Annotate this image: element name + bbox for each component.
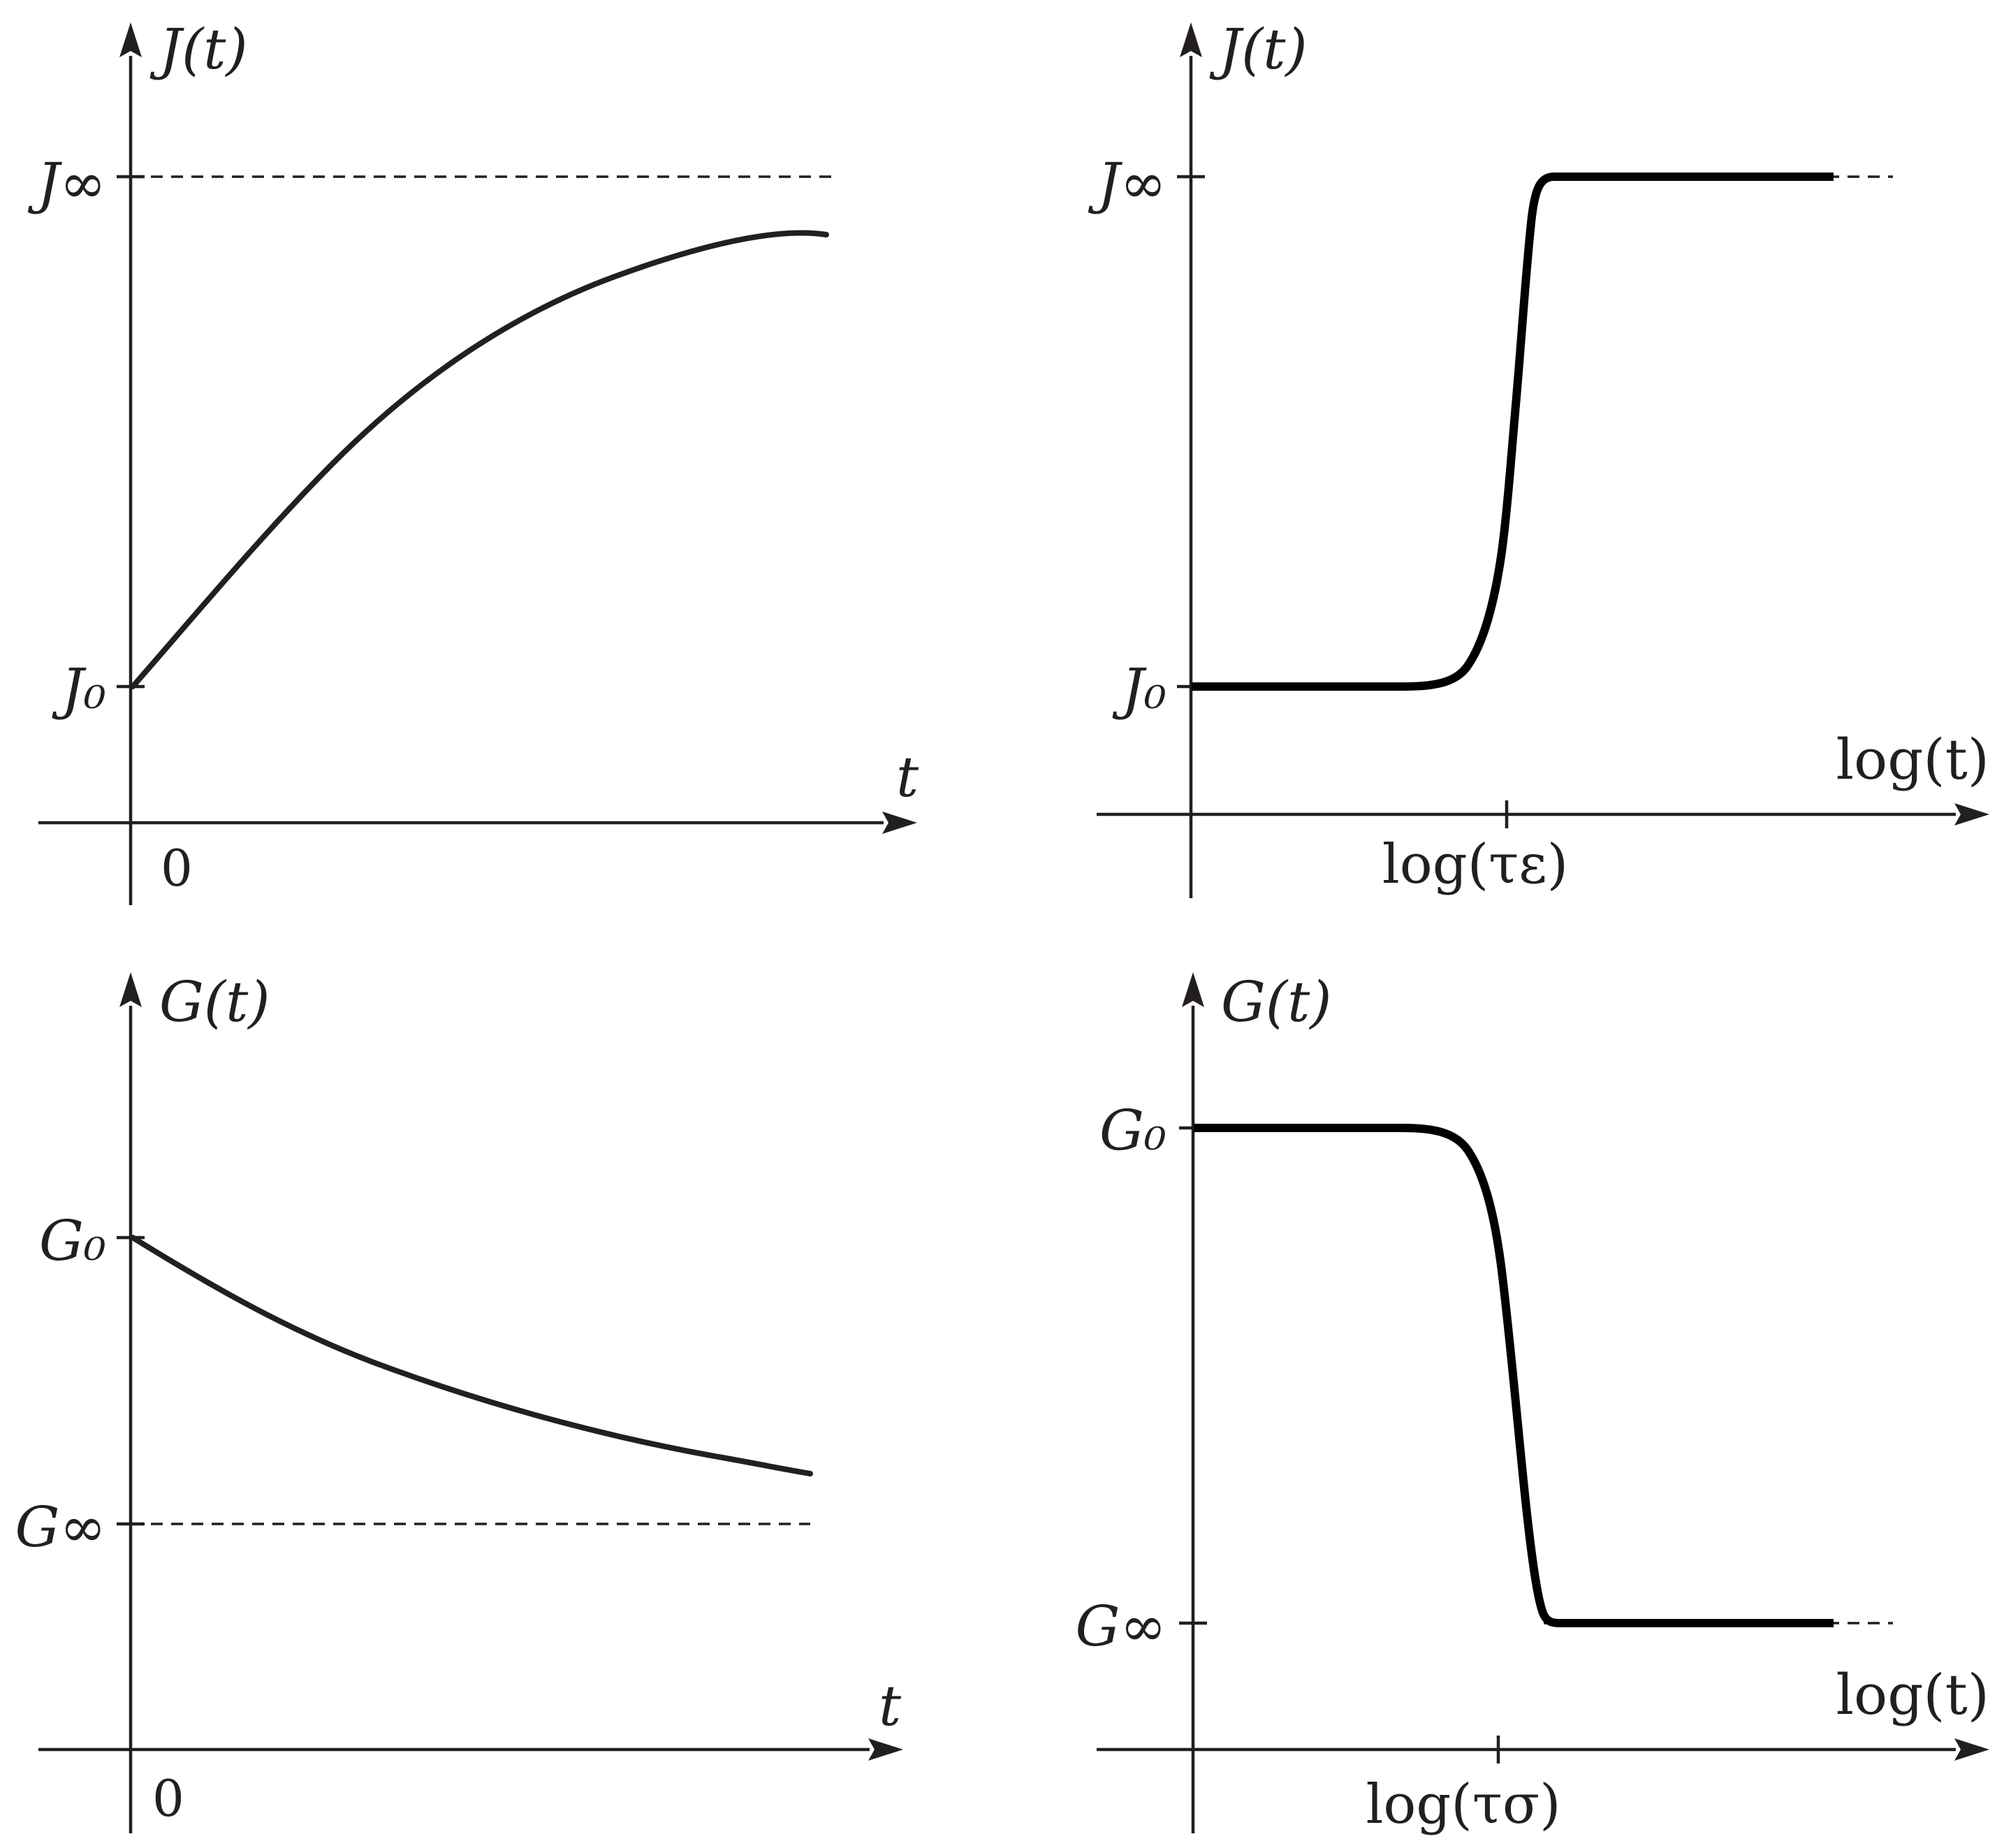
y-tick-label-g0: G₀ bbox=[1099, 1098, 1166, 1163]
y-tick-label-g-inf: G∞ bbox=[1075, 1594, 1166, 1659]
y-axis-arrow bbox=[1182, 972, 1204, 1007]
x-axis-arrow bbox=[1954, 1738, 1989, 1761]
panel-relaxation-log: G(t) G₀ G∞ log(t) log(τσ) bbox=[1075, 969, 1989, 1836]
y-axis-label: G(t) bbox=[1221, 969, 1331, 1034]
y-tick-label-j0: J₀ bbox=[1112, 657, 1166, 721]
creep-compliance-curve bbox=[130, 230, 829, 689]
x-axis-label: t bbox=[879, 1673, 902, 1738]
x-tick-label-log-tau-epsilon: log(τε) bbox=[1382, 833, 1568, 896]
x-axis-label: t bbox=[896, 745, 919, 809]
x-axis-arrow bbox=[868, 1738, 903, 1761]
y-axis-label: J(t) bbox=[149, 17, 248, 82]
relaxation-modulus-curve bbox=[130, 1235, 813, 1476]
y-axis-arrow bbox=[119, 22, 142, 57]
x-axis-label: log(t) bbox=[1836, 1662, 1989, 1727]
panel-relaxation-linear: G(t) G₀ G∞ t 0 bbox=[15, 969, 903, 1833]
panel-creep-log: J(t) J∞ J₀ log(t) log(τε) bbox=[1088, 17, 1989, 898]
origin-label: 0 bbox=[152, 1769, 184, 1828]
x-axis-arrow bbox=[1954, 803, 1989, 826]
y-tick-label-g-inf: G∞ bbox=[15, 1495, 106, 1560]
y-axis-label: J(t) bbox=[1209, 17, 1308, 82]
relaxation-modulus-curve bbox=[1194, 1124, 1834, 1627]
y-axis-arrow bbox=[119, 972, 142, 1007]
y-tick-label-j-inf: J∞ bbox=[1088, 151, 1166, 216]
x-axis-label: log(t) bbox=[1836, 727, 1989, 792]
y-tick-label-j-inf: J∞ bbox=[27, 151, 106, 216]
panel-creep-linear: J(t) J∞ J₀ t 0 bbox=[27, 17, 919, 905]
y-axis-arrow bbox=[1180, 22, 1202, 57]
x-tick-label-log-tau-sigma: log(τσ) bbox=[1366, 1773, 1560, 1836]
y-axis-label: G(t) bbox=[159, 969, 270, 1034]
y-tick-label-j0: J₀ bbox=[52, 657, 106, 721]
x-axis-arrow bbox=[882, 812, 917, 834]
origin-label: 0 bbox=[161, 839, 193, 897]
creep-compliance-curve bbox=[1192, 173, 1834, 691]
y-tick-label-g0: G₀ bbox=[39, 1208, 106, 1273]
